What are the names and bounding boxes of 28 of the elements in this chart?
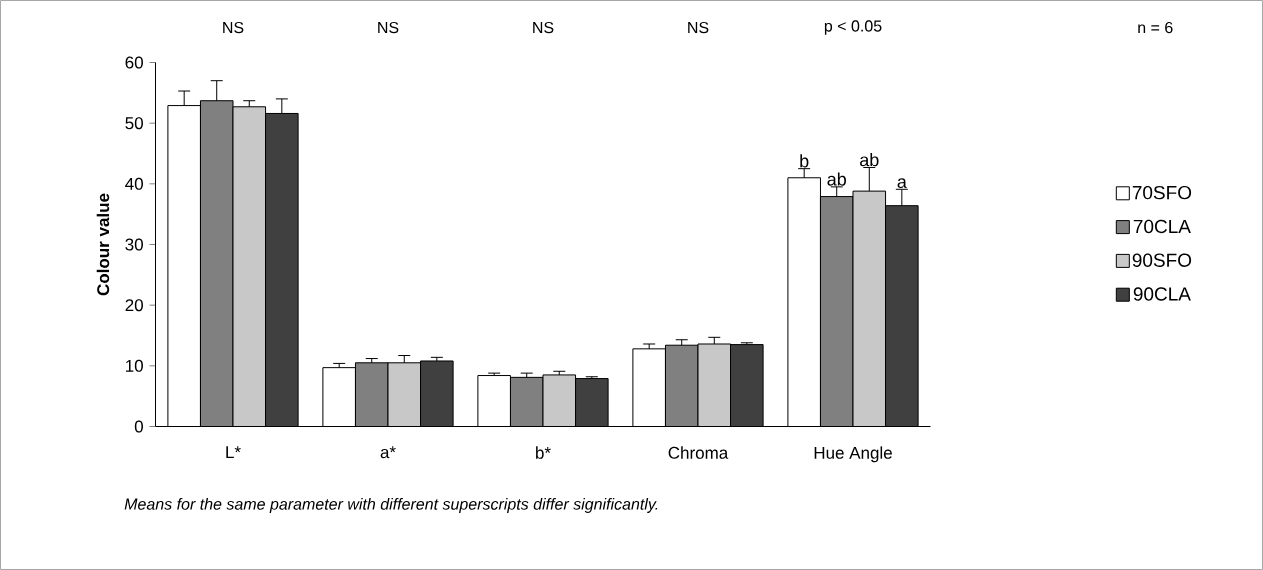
legend-label: 90SFO xyxy=(1132,253,1192,267)
x-tick-label: a* xyxy=(380,446,396,459)
legend-label: 90CLA xyxy=(1133,287,1191,301)
text: NS xyxy=(533,21,554,34)
text: NS xyxy=(378,21,399,34)
y-tick-label: 0 xyxy=(134,420,143,433)
y-axis-title: Colour value xyxy=(96,193,110,296)
annotation: ab xyxy=(827,172,846,186)
annotation: a xyxy=(897,178,907,189)
text: p < 0.05 xyxy=(824,20,882,35)
legend-label: 70SFO xyxy=(1132,185,1192,200)
y-tick-label: 40 xyxy=(125,177,143,190)
x-tick-label: L* xyxy=(226,446,241,459)
y-tick-label: 50 xyxy=(125,117,143,130)
text: NS xyxy=(223,21,244,34)
y-tick-label: 20 xyxy=(125,299,143,312)
x-tick-label: b* xyxy=(536,446,551,459)
text: NS xyxy=(688,21,709,34)
text: n = 6 xyxy=(1138,21,1173,34)
y-tick-label: 30 xyxy=(125,238,143,251)
annotation: b xyxy=(800,154,809,168)
y-tick-label: 10 xyxy=(126,359,143,372)
x-tick-label: Chroma xyxy=(668,446,729,459)
annotation: ab xyxy=(860,153,879,167)
text: Means for the same parameter with different superscripts differ significantly. xyxy=(124,498,658,513)
x-tick-label: Hue Angle xyxy=(814,446,892,463)
y-tick-label: 60 xyxy=(125,56,143,69)
legend-label: 70CLA xyxy=(1133,219,1191,234)
